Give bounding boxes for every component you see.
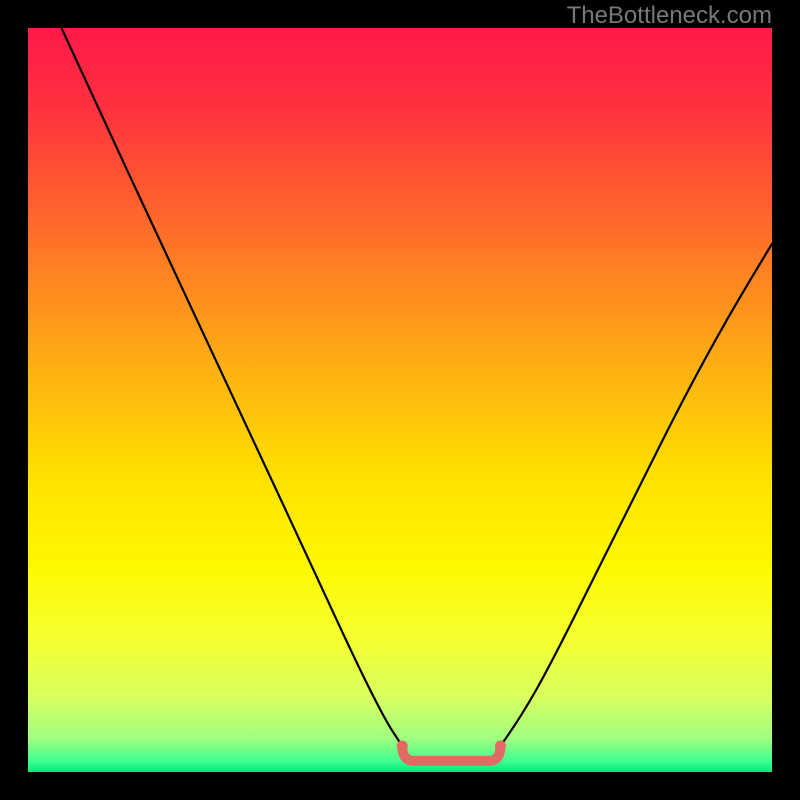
plot-area <box>28 28 772 772</box>
curve-right-branch <box>500 244 772 746</box>
chart-frame: TheBottleneck.com <box>0 0 800 800</box>
valley-marker-dot-right <box>495 740 506 751</box>
watermark-text: TheBottleneck.com <box>567 2 772 30</box>
curve-layer <box>28 28 772 772</box>
valley-marker-path <box>402 746 500 761</box>
valley-marker-dot-left <box>397 740 408 751</box>
curve-left-branch <box>61 28 402 746</box>
